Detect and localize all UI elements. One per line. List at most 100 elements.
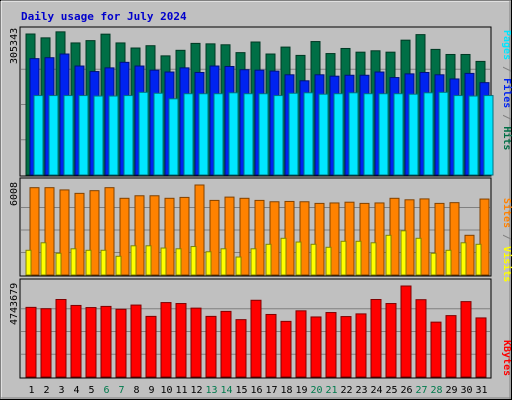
- middle-bar-visits-7: [115, 255, 122, 276]
- middle-bar-visits-27: [415, 237, 422, 276]
- bottom-bar-kbytes-9: [145, 315, 157, 378]
- middle-bar-sites-8: [134, 195, 145, 276]
- top-bar-pages-11: [183, 93, 194, 176]
- panel-bottom: 4743679 KBytes: [9, 278, 512, 379]
- x-tick-label-18: 18: [280, 385, 292, 396]
- middle-bar-sites-27: [419, 198, 430, 276]
- middle-bar-visits-22: [340, 240, 347, 276]
- bottom-bar-kbytes-15: [235, 319, 247, 378]
- top-bar-pages-1: [33, 95, 44, 176]
- middle-bar-sites-9: [149, 195, 160, 276]
- middle-bar-sites-28: [434, 202, 445, 276]
- middle-bar-visits-9: [145, 245, 152, 276]
- middle-bar-sites-6: [104, 187, 115, 276]
- middle-bar-visits-19: [295, 241, 302, 276]
- middle-bar-visits-5: [85, 249, 92, 276]
- middle-bar-visits-31: [475, 243, 482, 276]
- bottom-bar-kbytes-14: [220, 310, 232, 378]
- x-tick-label-23: 23: [355, 385, 367, 396]
- bottom-bar-kbytes-1: [25, 306, 37, 378]
- middle-bar-sites-31: [479, 198, 490, 276]
- x-tick-label-7: 7: [118, 385, 124, 396]
- bottom-bar-kbytes-3: [55, 298, 67, 378]
- panel-top-max-label: 305343: [9, 28, 20, 64]
- panel-top: 305343 Pages / Files / Hits: [9, 26, 512, 177]
- x-tick-label-16: 16: [250, 385, 262, 396]
- top-bar-pages-30: [468, 95, 479, 176]
- middle-bar-sites-1: [29, 187, 40, 276]
- top-bar-pages-9: [153, 92, 164, 176]
- x-tick-label-19: 19: [295, 385, 307, 396]
- top-bar-pages-14: [228, 92, 239, 176]
- middle-bar-visits-10: [160, 247, 167, 276]
- middle-bar-visits-3: [55, 252, 62, 276]
- top-bar-pages-6: [108, 95, 119, 176]
- x-tick-label-24: 24: [370, 385, 382, 396]
- middle-bar-sites-17: [269, 201, 280, 276]
- x-tick-label-13: 13: [205, 385, 217, 396]
- panel-bottom-max-label: 4743679: [9, 283, 20, 325]
- top-bar-pages-31: [483, 95, 494, 176]
- top-bar-pages-19: [303, 92, 314, 176]
- x-tick-label-5: 5: [88, 385, 94, 396]
- legend-sites: Sites: [501, 198, 512, 228]
- top-bar-pages-21: [333, 93, 344, 176]
- middle-bar-visits-21: [325, 246, 332, 276]
- x-tick-label-20: 20: [310, 385, 322, 396]
- middle-bar-visits-16: [250, 248, 257, 276]
- bottom-bar-kbytes-17: [265, 313, 277, 378]
- legend-visits: Visits: [501, 246, 512, 282]
- x-tick-label-3: 3: [58, 385, 64, 396]
- middle-bar-visits-18: [280, 237, 287, 276]
- middle-bar-sites-4: [74, 192, 85, 276]
- middle-bar-sites-29: [449, 202, 460, 276]
- x-tick-label-21: 21: [325, 385, 337, 396]
- middle-bar-visits-13: [205, 251, 212, 276]
- middle-bar-sites-3: [59, 189, 70, 276]
- bottom-bar-kbytes-10: [160, 302, 172, 378]
- bottom-bar-kbytes-20: [310, 316, 322, 378]
- top-bar-pages-27: [423, 92, 434, 176]
- x-tick-label-17: 17: [265, 385, 277, 396]
- top-bar-pages-2: [48, 95, 59, 176]
- legend--: /: [501, 108, 512, 126]
- middle-bar-visits-11: [175, 248, 182, 276]
- bottom-bar-kbytes-4: [70, 304, 82, 378]
- legend-kbytes: KBytes: [501, 340, 512, 376]
- top-bar-pages-26: [408, 93, 419, 176]
- legend--: /: [501, 60, 512, 78]
- x-tick-label-10: 10: [160, 385, 172, 396]
- x-tick-label-29: 29: [445, 385, 457, 396]
- panel-middle: 6008 Sites / Visits: [9, 177, 512, 282]
- x-tick-label-26: 26: [400, 385, 412, 396]
- top-bar-pages-23: [363, 93, 374, 176]
- x-tick-label-25: 25: [385, 385, 397, 396]
- bottom-bar-kbytes-27: [415, 299, 427, 378]
- middle-bar-visits-28: [430, 252, 437, 276]
- bottom-bar-kbytes-12: [190, 307, 202, 378]
- x-tick-label-9: 9: [148, 385, 154, 396]
- panel-middle-bars: [25, 184, 490, 276]
- top-bar-pages-13: [213, 93, 224, 176]
- top-bar-pages-12: [198, 93, 209, 176]
- middle-bar-visits-14: [220, 248, 227, 276]
- middle-bar-visits-1: [25, 249, 32, 276]
- middle-bar-visits-6: [100, 249, 107, 276]
- middle-bar-sites-20: [314, 202, 325, 276]
- top-bar-pages-4: [78, 95, 89, 176]
- middle-bar-sites-16: [254, 199, 265, 276]
- legend-hits: Hits: [501, 126, 512, 150]
- middle-bar-sites-13: [209, 199, 220, 276]
- bottom-bar-kbytes-22: [340, 316, 352, 378]
- panel-middle-legend: Sites / Visits: [501, 198, 512, 282]
- top-bar-pages-5: [93, 95, 104, 176]
- x-tick-label-30: 30: [460, 385, 472, 396]
- middle-bar-visits-20: [310, 243, 317, 276]
- middle-bar-visits-30: [460, 242, 467, 276]
- middle-bar-visits-4: [70, 248, 77, 276]
- middle-bar-sites-23: [359, 202, 370, 276]
- top-bar-pages-8: [138, 91, 149, 176]
- bottom-bar-kbytes-18: [280, 320, 292, 378]
- top-bar-pages-24: [378, 93, 389, 176]
- top-bar-pages-20: [318, 93, 329, 176]
